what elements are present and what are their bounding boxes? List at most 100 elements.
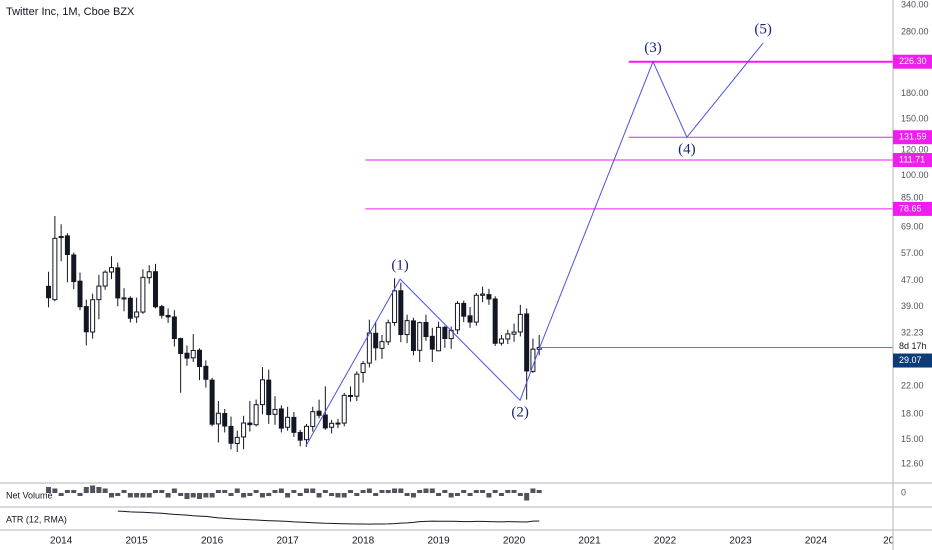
volume-bar [379, 490, 385, 493]
volume-bar [190, 493, 196, 498]
wave-label: (2) [511, 405, 529, 421]
volume-bar [524, 493, 530, 501]
last-price-label: 29.07 [899, 355, 922, 365]
volume-bar [347, 490, 353, 493]
volume-bar [291, 490, 297, 493]
volume-bar [134, 493, 140, 498]
y-tick-label: 85.00 [901, 192, 924, 202]
candle-body [241, 422, 247, 438]
candle-body [505, 333, 511, 340]
candle-body [473, 294, 479, 323]
volume-bar [184, 493, 190, 499]
volume-bar [505, 490, 511, 493]
candle-body [291, 416, 297, 433]
level-label-box [893, 130, 932, 145]
candle-body [96, 285, 102, 301]
x-tick-label: 2016 [201, 536, 224, 547]
x-tick-label: 2024 [805, 536, 828, 547]
level-label: 111.71 [899, 154, 925, 164]
volume-bar [115, 493, 121, 496]
volume-bar [247, 493, 253, 496]
y-tick-label: 57.00 [901, 248, 924, 258]
volume-bar [511, 490, 517, 493]
candle-body [102, 271, 108, 287]
volume-bar [517, 493, 523, 496]
volume-bar [297, 493, 303, 496]
candle-body [228, 425, 234, 444]
volume-bar [178, 493, 184, 496]
volume-bar [360, 490, 366, 493]
candle-body [140, 276, 146, 313]
candle-body [259, 379, 265, 406]
y-tick-label: 18.00 [901, 409, 924, 419]
wave-label: (1) [391, 258, 409, 274]
volume-bar [417, 490, 423, 493]
level-label-box [893, 153, 932, 168]
candle-body [247, 422, 253, 426]
candle-body [498, 338, 504, 344]
volume-bar [492, 490, 498, 493]
volume-bar [159, 490, 165, 493]
volume-bar [373, 493, 379, 496]
y-tick-label: 69.00 [901, 222, 924, 232]
volume-bar [171, 488, 177, 493]
pane-label: ATR (12, RMA) [6, 514, 67, 524]
volume-bar [322, 490, 328, 493]
volume-bar [480, 490, 486, 493]
volume-bar [46, 487, 52, 493]
volume-bar [96, 487, 102, 493]
last-price-box [893, 353, 932, 368]
x-tick-label: 2019 [427, 536, 450, 547]
volume-bar [203, 493, 209, 498]
volume-bar [316, 493, 322, 498]
candle-body [215, 412, 221, 425]
candle-body [310, 411, 316, 427]
volume-bar [228, 493, 234, 496]
volume-bar [423, 488, 429, 493]
volume-bar [102, 488, 108, 493]
volume-bar [165, 493, 171, 498]
volume-bar [285, 493, 291, 498]
volume-bar [335, 493, 341, 498]
volume-bar [530, 488, 536, 493]
volume-bar [140, 493, 146, 498]
x-tick-label: 2023 [729, 536, 752, 547]
candle-body [121, 297, 127, 300]
candle-body [159, 306, 165, 316]
candle-body [329, 422, 335, 428]
volume-bar [436, 493, 442, 496]
y-tick-label: 12.60 [901, 458, 924, 468]
volume-bar [392, 488, 398, 493]
candle-body [379, 341, 385, 349]
wave-label: (5) [754, 21, 772, 37]
candle-body [442, 326, 448, 339]
level-label-box [893, 54, 932, 69]
candle-body [423, 321, 429, 338]
candle-body [184, 352, 190, 359]
candle-body [272, 408, 278, 415]
volume-bar [259, 493, 265, 498]
candle-body [146, 271, 152, 279]
candle-body [285, 416, 291, 428]
volume-bar [448, 493, 454, 498]
volume-bar [241, 493, 247, 498]
y-tick-label: 0 [901, 487, 906, 497]
y-tick-label: 100.00 [901, 170, 929, 180]
volume-bar [278, 488, 284, 493]
x-tick-label: 2018 [352, 536, 375, 547]
candle-body [115, 267, 121, 299]
candle-body [354, 373, 360, 397]
candle-body [436, 326, 442, 352]
candle-body [203, 365, 209, 380]
candle-body [530, 348, 536, 372]
price-axis: 340.00 280.00 180.00 150.00 120.00 100.00 85.0… [893, 0, 932, 497]
volume-bar [398, 488, 404, 493]
candle-body [46, 285, 52, 299]
candle-body [392, 290, 398, 323]
candle-body [335, 422, 341, 425]
candle-body [266, 379, 272, 416]
volume-bar [461, 490, 467, 493]
candle-body [134, 311, 140, 318]
pane-label: Net Volume [6, 490, 53, 500]
